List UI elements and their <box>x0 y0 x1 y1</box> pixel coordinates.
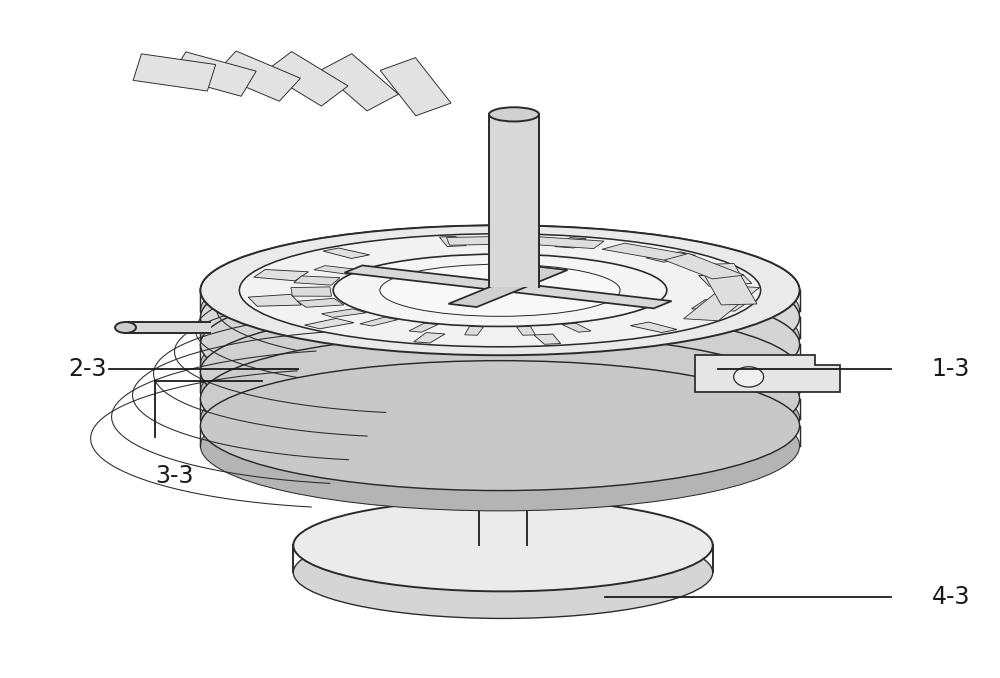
Polygon shape <box>698 264 757 305</box>
Ellipse shape <box>293 526 713 618</box>
Polygon shape <box>215 51 300 101</box>
Polygon shape <box>517 326 535 335</box>
Polygon shape <box>314 266 359 274</box>
Polygon shape <box>409 323 438 332</box>
Polygon shape <box>534 334 561 344</box>
Polygon shape <box>489 115 539 287</box>
Ellipse shape <box>479 539 527 552</box>
Polygon shape <box>479 390 503 552</box>
Polygon shape <box>602 243 687 260</box>
Ellipse shape <box>293 500 713 591</box>
Polygon shape <box>291 287 331 296</box>
Polygon shape <box>323 248 370 258</box>
Polygon shape <box>305 319 354 329</box>
Ellipse shape <box>200 334 800 464</box>
Ellipse shape <box>479 390 527 403</box>
Polygon shape <box>562 323 591 332</box>
Polygon shape <box>630 322 677 332</box>
Polygon shape <box>692 300 746 311</box>
Polygon shape <box>201 334 500 484</box>
Ellipse shape <box>200 252 800 382</box>
Ellipse shape <box>200 273 800 403</box>
Text: 4-3: 4-3 <box>931 586 970 610</box>
Ellipse shape <box>200 300 800 430</box>
Ellipse shape <box>200 327 800 457</box>
Ellipse shape <box>380 264 620 317</box>
Polygon shape <box>657 254 744 279</box>
Polygon shape <box>555 237 586 248</box>
Polygon shape <box>448 266 568 307</box>
Polygon shape <box>294 500 503 618</box>
Ellipse shape <box>200 225 800 355</box>
Polygon shape <box>248 294 301 306</box>
Polygon shape <box>294 276 340 285</box>
Polygon shape <box>380 58 451 116</box>
Polygon shape <box>201 252 500 403</box>
Ellipse shape <box>200 245 800 376</box>
Ellipse shape <box>200 225 800 355</box>
Ellipse shape <box>200 354 800 484</box>
Polygon shape <box>414 333 445 343</box>
Polygon shape <box>695 355 840 392</box>
Polygon shape <box>201 279 500 430</box>
Polygon shape <box>265 52 348 106</box>
Polygon shape <box>344 266 672 308</box>
Polygon shape <box>439 237 466 247</box>
Ellipse shape <box>200 381 800 511</box>
Ellipse shape <box>200 361 800 491</box>
Ellipse shape <box>239 234 761 346</box>
Ellipse shape <box>489 107 539 121</box>
Text: 2-3: 2-3 <box>69 357 107 382</box>
Polygon shape <box>201 361 500 511</box>
Polygon shape <box>321 308 366 317</box>
Polygon shape <box>254 270 308 281</box>
Polygon shape <box>297 298 344 307</box>
Polygon shape <box>684 285 759 321</box>
Polygon shape <box>447 236 514 245</box>
Polygon shape <box>530 237 604 249</box>
Polygon shape <box>699 275 752 286</box>
Polygon shape <box>646 252 695 262</box>
Ellipse shape <box>333 254 667 326</box>
Polygon shape <box>320 54 398 111</box>
Ellipse shape <box>115 322 136 333</box>
Polygon shape <box>133 54 216 91</box>
Polygon shape <box>171 52 256 96</box>
Polygon shape <box>201 306 500 457</box>
Text: 3-3: 3-3 <box>155 464 194 488</box>
Circle shape <box>734 367 764 387</box>
Ellipse shape <box>200 306 800 437</box>
Polygon shape <box>360 317 398 326</box>
Polygon shape <box>465 326 483 335</box>
Polygon shape <box>201 225 500 376</box>
Text: 1-3: 1-3 <box>931 357 970 382</box>
Ellipse shape <box>200 279 800 410</box>
